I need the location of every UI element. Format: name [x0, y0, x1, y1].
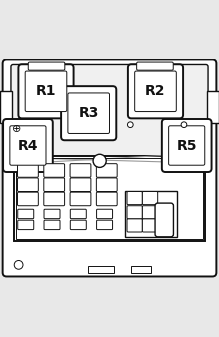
Bar [88, 266, 114, 273]
FancyBboxPatch shape [70, 178, 91, 191]
Text: R3: R3 [78, 106, 99, 120]
FancyBboxPatch shape [44, 164, 65, 177]
FancyBboxPatch shape [25, 71, 67, 112]
FancyBboxPatch shape [18, 192, 38, 206]
Bar [207, 91, 219, 123]
FancyBboxPatch shape [128, 64, 183, 118]
Text: R1: R1 [36, 84, 56, 98]
Text: R2: R2 [145, 84, 166, 98]
Circle shape [14, 261, 23, 269]
FancyBboxPatch shape [18, 220, 34, 229]
FancyBboxPatch shape [70, 209, 86, 219]
FancyBboxPatch shape [142, 206, 158, 219]
Text: ⊕: ⊕ [12, 124, 21, 134]
FancyBboxPatch shape [10, 126, 46, 165]
FancyBboxPatch shape [169, 126, 205, 165]
FancyBboxPatch shape [97, 209, 113, 219]
FancyBboxPatch shape [70, 192, 91, 206]
Bar [14, 156, 205, 241]
Bar [0, 91, 12, 123]
FancyBboxPatch shape [70, 164, 91, 177]
Circle shape [181, 122, 187, 127]
FancyBboxPatch shape [18, 178, 38, 191]
Bar [30, 112, 64, 116]
FancyBboxPatch shape [155, 203, 173, 237]
Bar [138, 112, 172, 116]
FancyBboxPatch shape [3, 119, 53, 172]
FancyBboxPatch shape [97, 220, 113, 229]
FancyBboxPatch shape [135, 71, 176, 112]
FancyBboxPatch shape [142, 191, 158, 205]
FancyBboxPatch shape [96, 178, 117, 191]
FancyBboxPatch shape [44, 209, 60, 219]
Bar [131, 266, 151, 273]
FancyBboxPatch shape [44, 192, 65, 206]
FancyBboxPatch shape [162, 119, 212, 172]
FancyBboxPatch shape [3, 59, 216, 276]
FancyBboxPatch shape [68, 93, 110, 133]
Bar [16, 158, 203, 239]
FancyBboxPatch shape [28, 62, 65, 70]
FancyBboxPatch shape [137, 62, 173, 70]
Bar [11, 166, 45, 170]
FancyBboxPatch shape [18, 164, 38, 177]
Bar [170, 166, 204, 170]
Text: R5: R5 [177, 139, 197, 153]
FancyBboxPatch shape [96, 192, 117, 206]
FancyBboxPatch shape [127, 219, 142, 232]
Circle shape [93, 154, 106, 167]
FancyBboxPatch shape [44, 178, 65, 191]
FancyBboxPatch shape [127, 206, 142, 219]
Bar [70, 134, 107, 138]
FancyBboxPatch shape [18, 64, 74, 118]
Circle shape [127, 122, 133, 127]
Text: R4: R4 [18, 139, 38, 153]
FancyBboxPatch shape [96, 164, 117, 177]
FancyBboxPatch shape [44, 220, 60, 229]
Bar [125, 191, 177, 238]
FancyBboxPatch shape [142, 219, 158, 232]
FancyBboxPatch shape [18, 209, 34, 219]
FancyBboxPatch shape [127, 191, 142, 205]
FancyBboxPatch shape [11, 64, 208, 170]
FancyBboxPatch shape [70, 220, 86, 229]
FancyBboxPatch shape [61, 86, 116, 140]
